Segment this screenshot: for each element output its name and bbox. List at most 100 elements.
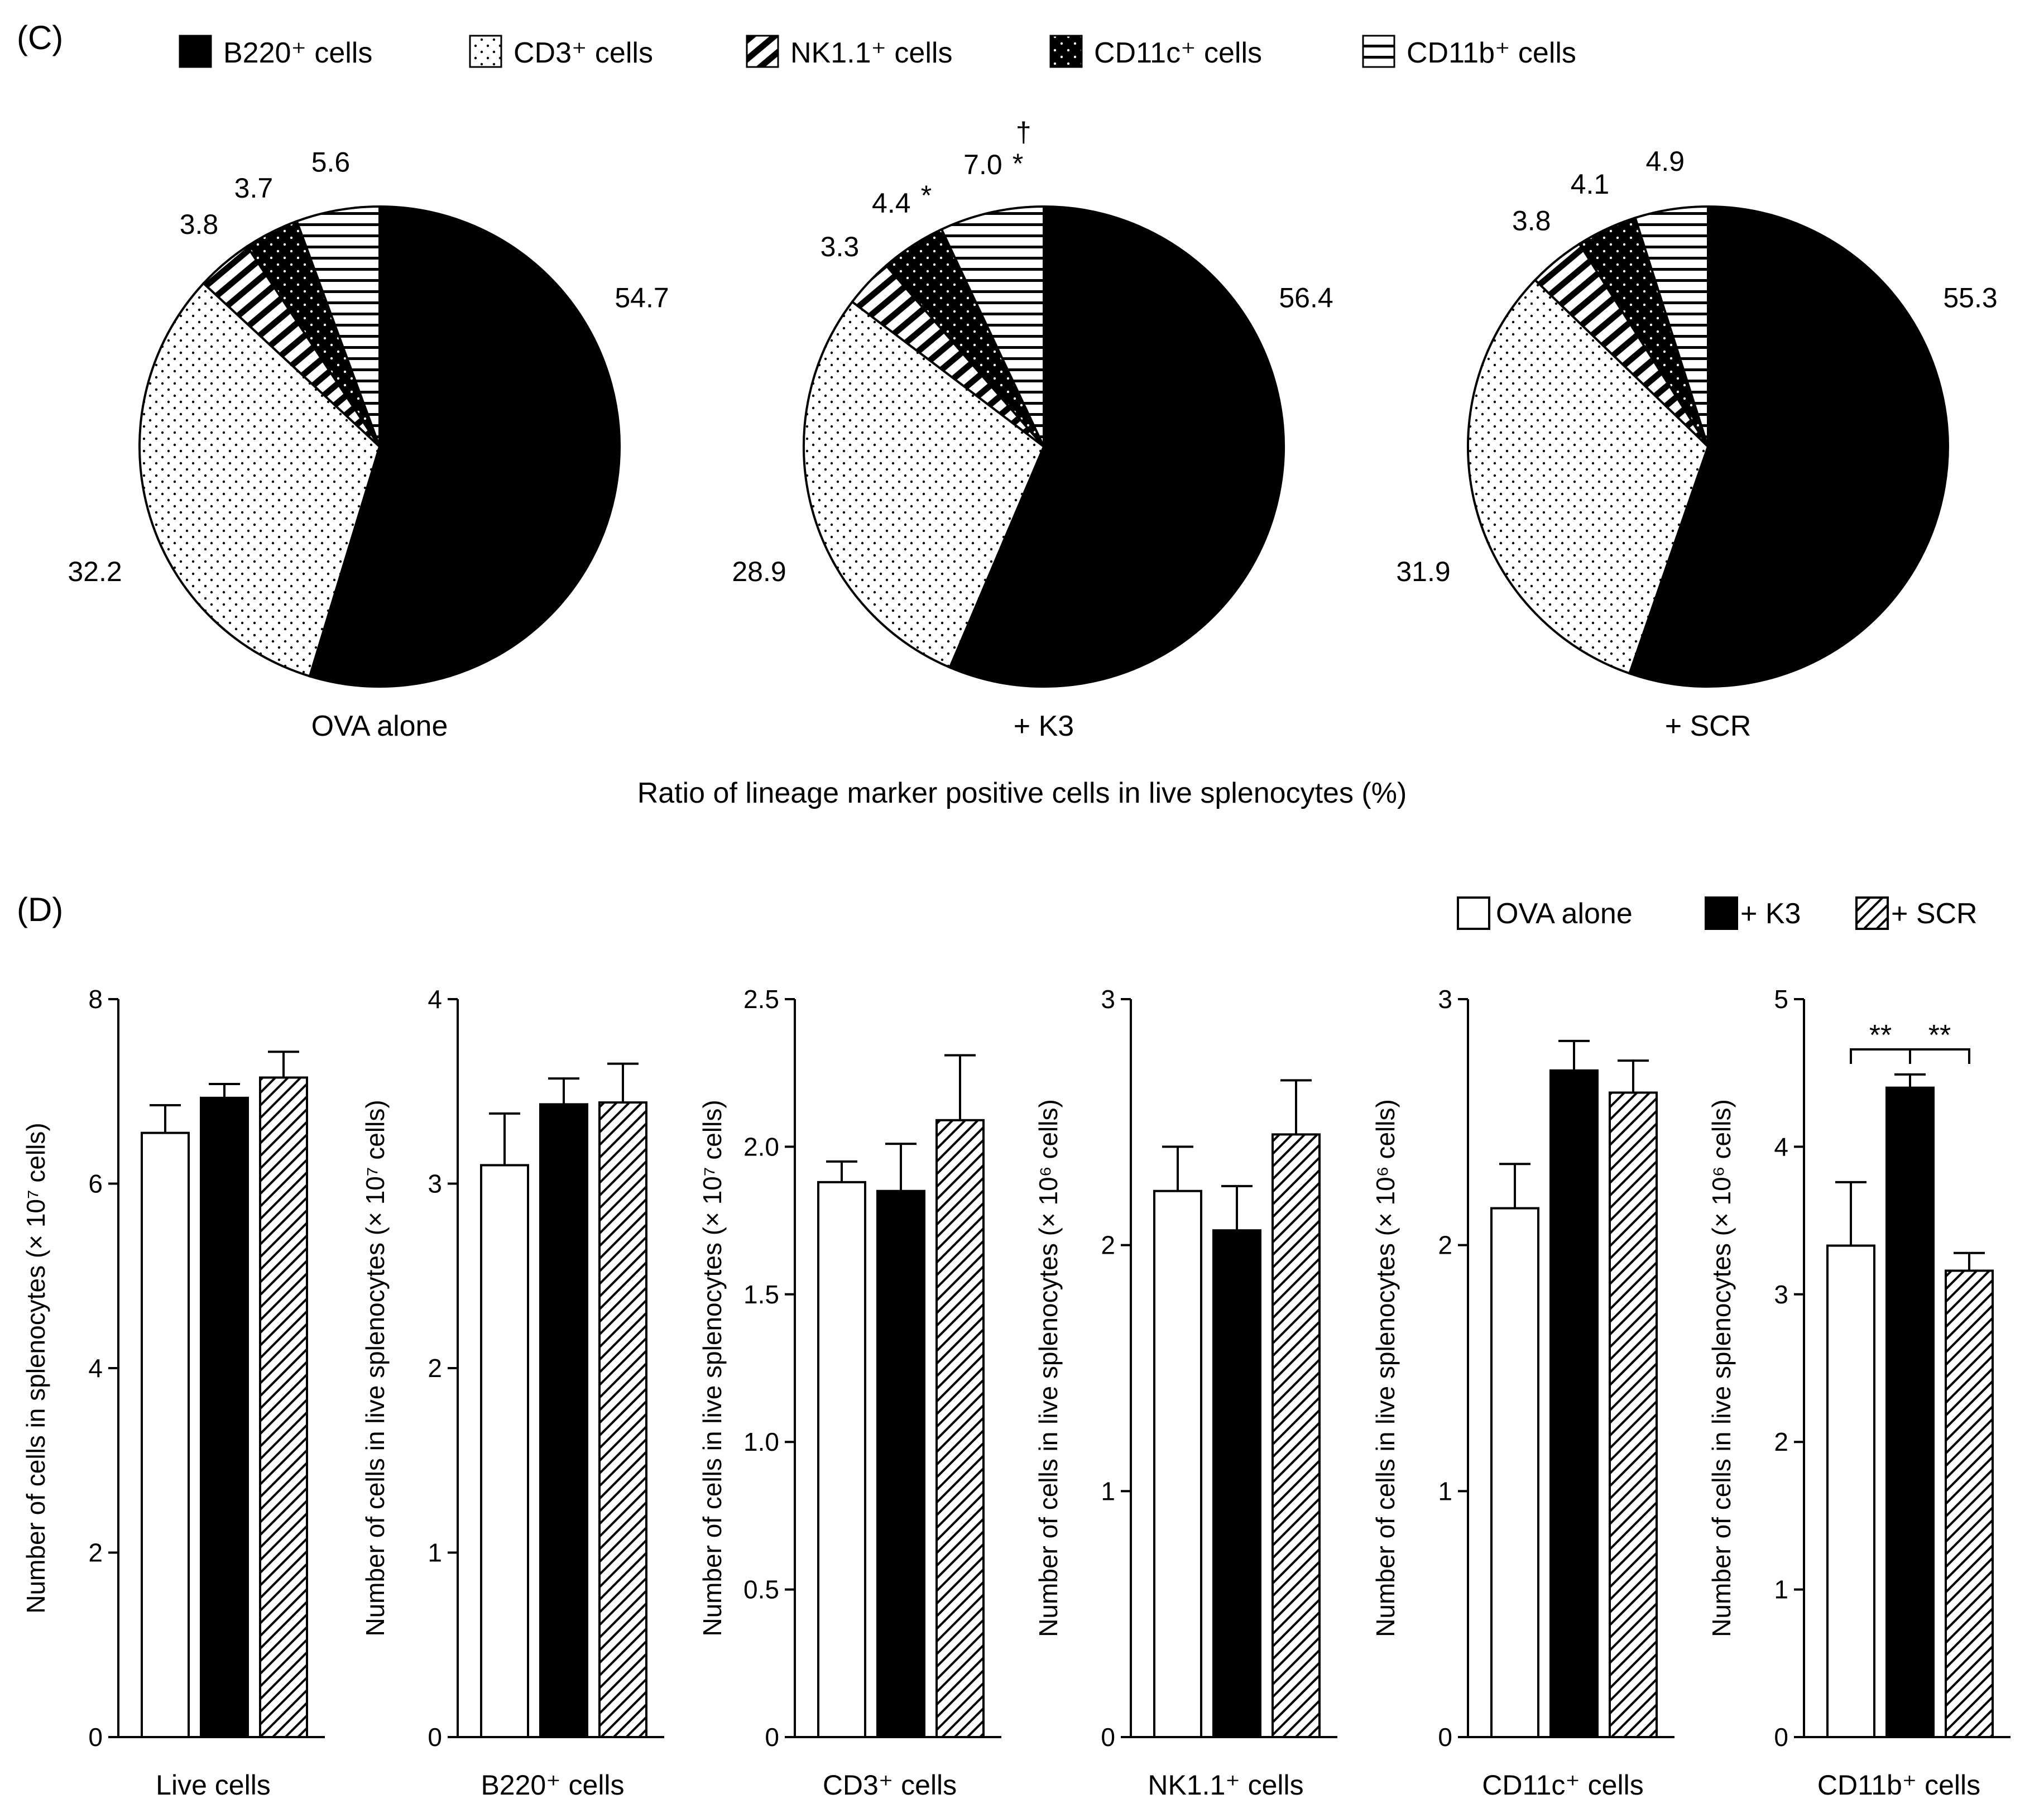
bar-charts: 0 2 4 6 8 Number of cells in splenocytes (× 1… xyxy=(21,985,2011,1801)
pie-title: + SCR xyxy=(1665,710,1752,742)
category-label: CD3⁺ cells xyxy=(823,1769,957,1801)
bar-legend-label-k3: + K3 xyxy=(1740,898,1801,930)
bar-k3 xyxy=(1885,1086,1935,1738)
bar-k3 xyxy=(1549,1069,1599,1738)
y-tick-label: 0 xyxy=(1774,1723,1788,1752)
y-tick-label: 2 xyxy=(1774,1427,1788,1456)
panel-c-caption: Ratio of lineage marker positive cells i… xyxy=(637,777,1407,809)
pie-slice-b220 xyxy=(1628,205,1949,688)
pie-slice-cd3 xyxy=(802,300,1045,669)
bar-k3 xyxy=(876,1190,925,1738)
pie-value-label-cd3: 32.2 xyxy=(68,556,122,587)
bar-ova-alone xyxy=(1153,1190,1202,1738)
y-axis-label: Number of cells in live splenocytes (× 1… xyxy=(1034,1099,1063,1637)
y-tick-label: 2 xyxy=(1438,1231,1452,1260)
y-axis-label: Number of cells in live splenocytes (× 1… xyxy=(1707,1099,1736,1637)
bar-chart-1: 0 2 4 6 8 Number of cells in splenocytes (× 1… xyxy=(21,985,325,1801)
legend-item-cd11c: CD11c⁺ cells xyxy=(1049,35,1262,69)
bar-chart-4: 0 1 2 3 Number of cells in live splenocytes … xyxy=(1034,985,1337,1801)
pie-value-label-cd11c: 3.7 xyxy=(234,172,274,204)
pie-value-label-cd3: 28.9 xyxy=(732,556,786,587)
y-axis-label: Number of cells in live splenocytes (× 1… xyxy=(698,1100,727,1636)
bar-k3 xyxy=(539,1103,588,1738)
bar-legend-item-k3: + K3 xyxy=(1705,896,1801,930)
y-tick-label: 1 xyxy=(1101,1476,1115,1505)
pie-significance-cd11c: * xyxy=(921,180,932,211)
bar-scr xyxy=(259,1076,308,1738)
bar-ova-alone xyxy=(480,1164,529,1738)
pie-value-label-b220: 55.3 xyxy=(1943,282,1997,314)
bar-legend-item-ova: OVA alone xyxy=(1457,896,1633,930)
pie-value-label-cd11c: 4.1 xyxy=(1571,169,1610,200)
pie-slice-cd11b xyxy=(1634,205,1709,447)
bar-scr xyxy=(935,1119,985,1738)
y-tick-label: 1 xyxy=(1774,1575,1788,1604)
pie-value-label-cd11c: 4.4 xyxy=(872,188,911,219)
bar-chart-6: 0 1 2 3 4 5 Number of cells in live splenocyte… xyxy=(1707,985,2011,1801)
category-label: Live cells xyxy=(156,1769,271,1801)
bar-scr xyxy=(1945,1269,1994,1739)
y-tick-label: 2 xyxy=(88,1538,103,1567)
pie-value-label-cd11b: 5.6 xyxy=(311,147,351,178)
significance-stars-right: ** xyxy=(1928,1019,1951,1052)
y-tick-label: 0 xyxy=(428,1723,442,1752)
category-label: CD11b⁺ cells xyxy=(1817,1769,1980,1801)
bar-chart-3: 0 0.5 1.0 1.5 2.0 2.5 Number of cells in live … xyxy=(698,985,1001,1801)
y-tick-label: 1.5 xyxy=(743,1280,779,1309)
y-tick-label: 1 xyxy=(1438,1476,1452,1505)
y-tick-label: 2 xyxy=(428,1354,442,1383)
pie-slice-b220 xyxy=(948,205,1285,688)
y-tick-label: 3 xyxy=(428,1169,442,1198)
y-tick-label: 0 xyxy=(88,1723,103,1752)
bar-ova-alone xyxy=(1826,1244,1875,1739)
y-tick-label: 4 xyxy=(428,985,442,1014)
legend-item-nk11: NK1.1⁺ cells xyxy=(746,35,952,69)
y-tick-label: 0 xyxy=(765,1723,779,1752)
pie-value-label-nk11: 3.3 xyxy=(821,231,860,262)
bar-k3 xyxy=(1212,1229,1261,1738)
bar-scr xyxy=(1271,1133,1321,1738)
pie-slice-cd11b xyxy=(940,205,1045,447)
pie-significance-cd11b: * xyxy=(1013,148,1023,179)
bar-legend-item-scr: + SCR xyxy=(1855,896,1978,930)
legend-item-b220: B220⁺ cells xyxy=(179,35,372,69)
y-tick-label: 5 xyxy=(1774,985,1788,1014)
legend-label-cd3: CD3⁺ cells xyxy=(514,37,653,69)
panel-c-label: (C) xyxy=(17,19,63,56)
category-label: CD11c⁺ cells xyxy=(1482,1769,1643,1801)
y-tick-label: 0.5 xyxy=(743,1575,779,1604)
pie-title: OVA alone xyxy=(311,710,448,742)
pie-title: + K3 xyxy=(1014,710,1074,742)
significance-stars-left: ** xyxy=(1869,1019,1892,1052)
pie-charts: 54.7 32.2 3.8 3.7 5.6 OVA alone 56.4 28.9 3.3 4.4… xyxy=(68,117,1997,742)
category-label: NK1.1⁺ cells xyxy=(1148,1769,1303,1801)
pie-legend: B220⁺ cells CD3⁺ cells NK1.1⁺ cells CD11… xyxy=(179,35,1576,69)
y-tick-label: 1.0 xyxy=(743,1427,779,1456)
pie-chart-1: 54.7 32.2 3.8 3.7 5.6 OVA alone xyxy=(68,147,669,742)
bar-ova-alone xyxy=(1490,1207,1539,1738)
pie-slice-b220 xyxy=(308,205,621,688)
pie-significance-dagger: † xyxy=(1016,117,1031,148)
y-tick-label: 1 xyxy=(428,1538,442,1567)
bar-k3 xyxy=(200,1096,249,1738)
legend-label-b220: B220⁺ cells xyxy=(223,37,372,69)
pie-slice-cd11b xyxy=(295,205,381,447)
y-tick-label: 3 xyxy=(1438,985,1452,1014)
pie-value-label-b220: 54.7 xyxy=(615,282,669,314)
legend-label-nk11: NK1.1⁺ cells xyxy=(790,37,952,69)
bar-legend-label-scr: + SCR xyxy=(1891,898,1978,930)
panel-d-label: (D) xyxy=(17,891,63,928)
category-label: B220⁺ cells xyxy=(481,1769,624,1801)
legend-label-cd11b: CD11b⁺ cells xyxy=(1407,37,1576,69)
y-tick-label: 4 xyxy=(1774,1132,1788,1161)
y-tick-label: 2 xyxy=(1101,1231,1115,1260)
pie-slice-cd3 xyxy=(138,281,381,678)
bar-ova-alone xyxy=(141,1131,190,1738)
bar-chart-5: 0 1 2 3 Number of cells in live splenocytes … xyxy=(1371,985,1674,1801)
pie-chart-3: 55.3 31.9 3.8 4.1 4.9 + SCR xyxy=(1396,146,1997,742)
y-tick-label: 6 xyxy=(88,1169,103,1198)
pie-slice-cd3 xyxy=(1466,278,1710,675)
y-axis-label: Number of cells in splenocytes (× 10⁷ ce… xyxy=(21,1123,50,1614)
y-tick-label: 0 xyxy=(1438,1723,1452,1752)
